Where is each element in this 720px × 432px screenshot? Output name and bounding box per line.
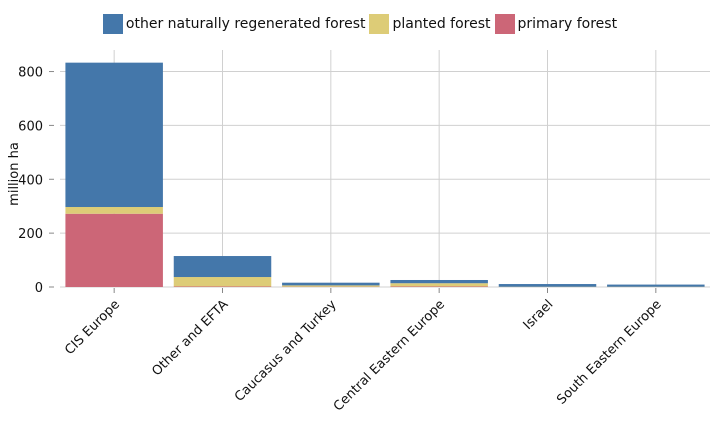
legend-item-other-naturally-regenerated-forest: other naturally regenerated forest	[102, 14, 366, 34]
grid-lines	[60, 50, 710, 288]
x-tick-label: CIS Europe	[62, 297, 123, 358]
x-axis: CIS Europe Other and EFTA Caucasus and Tur…	[62, 288, 665, 414]
y-tick-label: 0	[35, 281, 43, 296]
x-tick-label: Central Eastern Europe	[331, 297, 448, 414]
bar-other-and-efta-other-naturally-regenerated-forest	[173, 256, 272, 278]
bar-other-and-efta-planted-forest	[173, 277, 272, 287]
legend-swatch	[369, 14, 390, 34]
y-tick-label: 600	[18, 119, 43, 134]
x-tick-label: South Eastern Europe	[554, 297, 664, 407]
x-tick-label: Other and EFTA	[149, 297, 231, 379]
legend: other naturally regenerated forest plante…	[0, 14, 720, 34]
legend-item-primary-forest: primary forest	[494, 14, 618, 34]
y-axis: 0 200 400 600 800	[18, 66, 54, 296]
bar-south-eastern-europe-other-naturally-regenerated-forest	[607, 284, 705, 287]
bar-central-eastern-europe-planted-forest	[390, 283, 488, 287]
y-tick-label: 400	[18, 173, 43, 188]
bar-caucasus-and-turkey-planted-forest	[282, 285, 380, 287]
y-tick-label: 200	[18, 227, 43, 242]
bar-cis-europe-other-naturally-regenerated-forest	[65, 62, 163, 208]
y-axis-label: million ha	[7, 142, 22, 206]
bar-other-and-efta-primary-forest	[173, 286, 272, 287]
legend-swatch	[494, 14, 515, 34]
legend-label: other naturally regenerated forest	[125, 16, 366, 32]
bar-central-eastern-europe-primary-forest	[390, 286, 488, 287]
y-tick-label: 800	[18, 66, 43, 81]
legend-swatch	[102, 14, 123, 34]
legend-label: planted forest	[392, 16, 491, 32]
bars	[65, 62, 705, 287]
bar-caucasus-and-turkey-other-naturally-regenerated-forest	[282, 282, 380, 286]
legend-label: primary forest	[517, 16, 618, 32]
bar-israel-other-naturally-regenerated-forest	[498, 284, 597, 287]
x-tick-label: Israel	[521, 297, 557, 333]
bar-central-eastern-europe-other-naturally-regenerated-forest	[390, 279, 488, 284]
bar-cis-europe-planted-forest	[65, 207, 163, 214]
bar-cis-europe-primary-forest	[65, 213, 163, 287]
legend-item-planted-forest: planted forest	[369, 14, 491, 34]
x-tick-label: Caucasus and Turkey	[232, 297, 340, 405]
